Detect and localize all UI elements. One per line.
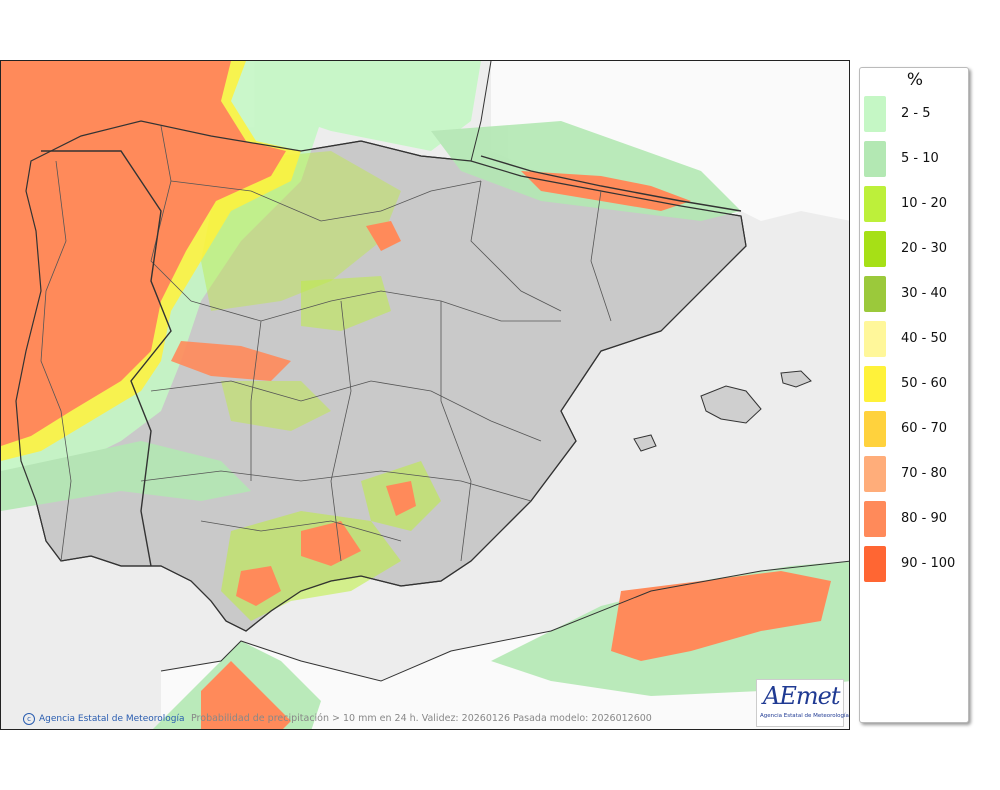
- legend-swatch: [864, 456, 886, 492]
- legend: % 2 - 5 5 - 10 10 - 20 20 - 30 30 - 40 4…: [859, 67, 969, 723]
- legend-label: 50 - 60: [901, 376, 948, 391]
- map-caption: Probabilidad de precipitación > 10 mm en…: [191, 713, 652, 724]
- legend-item: 70 - 80: [864, 454, 968, 494]
- legend-swatch: [864, 501, 886, 537]
- legend-item: 40 - 50: [864, 319, 968, 359]
- logo-text: AEmet: [763, 682, 840, 710]
- legend-label: 10 - 20: [901, 196, 948, 211]
- legend-label: 30 - 40: [901, 286, 948, 301]
- legend-item: 20 - 30: [864, 229, 968, 269]
- copyright-icon: c: [23, 713, 35, 725]
- legend-title: %: [906, 70, 924, 90]
- legend-label: 60 - 70: [901, 421, 948, 436]
- france-coast: [470, 61, 492, 162]
- credit: c Agencia Estatal de Meteorología: [23, 713, 185, 725]
- france-border: [480, 155, 742, 212]
- credit-text: Agencia Estatal de Meteorología: [39, 714, 185, 724]
- map-canvas: [1, 61, 849, 729]
- menorca-island: [780, 370, 812, 388]
- portugal-border: [41, 150, 172, 567]
- legend-swatch: [864, 231, 886, 267]
- legend-item: 80 - 90: [864, 499, 968, 539]
- legend-item: 2 - 5: [864, 94, 968, 134]
- legend-label: 70 - 80: [901, 466, 948, 481]
- legend-swatch: [864, 321, 886, 357]
- legend-swatch: [864, 141, 886, 177]
- legend-item: 90 - 100: [864, 544, 968, 584]
- logo-subtext: Agencia Estatal de Meteorología: [760, 713, 849, 719]
- legend-item: 60 - 70: [864, 409, 968, 449]
- legend-swatch: [864, 411, 886, 447]
- legend-label: 20 - 30: [901, 241, 948, 256]
- legend-swatch: [864, 366, 886, 402]
- legend-item: 5 - 10: [864, 139, 968, 179]
- aemet-logo: AEmet Agencia Estatal de Meteorología: [756, 679, 849, 727]
- legend-label: 80 - 90: [901, 511, 948, 526]
- legend-item: 50 - 60: [864, 364, 968, 404]
- legend-label: 5 - 10: [901, 151, 939, 166]
- legend-swatch: [864, 546, 886, 582]
- iberia-coastline: [15, 120, 747, 632]
- ibiza-island: [633, 434, 657, 452]
- legend-swatch: [864, 276, 886, 312]
- africa-coast: [160, 560, 849, 682]
- legend-label: 40 - 50: [901, 331, 948, 346]
- precipitation-probability-map: c Agencia Estatal de Meteorología Probab…: [0, 60, 850, 730]
- legend-item: 10 - 20: [864, 184, 968, 224]
- mallorca-island: [700, 385, 762, 424]
- legend-label: 2 - 5: [901, 106, 931, 121]
- region-borders: [40, 125, 612, 562]
- legend-swatch: [864, 186, 886, 222]
- legend-swatch: [864, 96, 886, 132]
- legend-label: 90 - 100: [901, 556, 956, 571]
- legend-item: 30 - 40: [864, 274, 968, 314]
